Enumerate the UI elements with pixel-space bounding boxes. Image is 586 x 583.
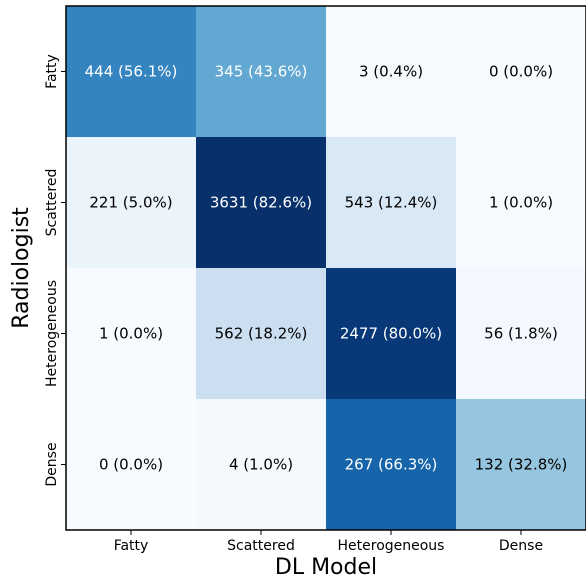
x-axis-label: DL Model: [275, 555, 377, 580]
y-tick-label: Dense: [44, 442, 60, 486]
heatmap-cell: [326, 137, 457, 269]
heatmap-cell: [456, 268, 586, 400]
x-axis-ticks: Fatty Scattered Heterogeneous Dense: [114, 530, 543, 554]
heatmap-cell: [326, 268, 457, 400]
cell-value-label: 0 (0.0%): [489, 63, 553, 81]
cell-value-label: 4 (1.0%): [229, 456, 293, 474]
plot-frame: [65, 5, 586, 531]
cell-value-label: 345 (43.6%): [215, 63, 308, 81]
y-tick-label: Fatty: [44, 54, 60, 89]
cell-value-label: 221 (5.0%): [89, 194, 172, 212]
cell-value-label: 562 (18.2%): [215, 325, 308, 343]
cell-value-label: 3 (0.4%): [359, 63, 423, 81]
heatmap-cell: [196, 268, 327, 400]
y-tick-label: Scattered: [44, 169, 60, 237]
heatmap-cell: [456, 6, 586, 138]
cell-value-label: 2477 (80.0%): [340, 325, 442, 343]
x-tick-label: Fatty: [114, 538, 149, 554]
x-tick-label: Scattered: [227, 538, 295, 554]
cell-value-label: 1 (0.0%): [489, 194, 553, 212]
cell-value-label: 132 (32.8%): [475, 456, 568, 474]
heatmap-cell: [196, 399, 327, 531]
x-tick-label: Dense: [499, 538, 543, 554]
cell-value-label: 3631 (82.6%): [210, 194, 312, 212]
cell-value-label: 444 (56.1%): [85, 63, 178, 81]
y-axis-label: Radiologist: [9, 207, 34, 329]
cell-value-label: 0 (0.0%): [99, 456, 163, 474]
heatmap-cell: [66, 399, 197, 531]
heatmap-cell: [326, 399, 457, 531]
cell-value-label: 1 (0.0%): [99, 325, 163, 343]
cell-value-label: 56 (1.8%): [484, 325, 558, 343]
heatmap-cell: [66, 268, 197, 400]
heatmap-cell: [196, 6, 327, 138]
heatmap-cells: 444 (56.1%) 345 (43.6%) 3 (0.4%) 0 (0.0%) 22…: [66, 6, 586, 531]
heatmap-cell: [66, 137, 197, 269]
heatmap-cell: [196, 137, 327, 269]
x-tick-label: Heterogeneous: [338, 538, 445, 554]
cell-value-label: 267 (66.3%): [345, 456, 438, 474]
y-tick-label: Heterogeneous: [44, 280, 60, 387]
heatmap-cell: [66, 6, 197, 138]
heatmap-cell: [326, 6, 457, 138]
y-axis-ticks: Fatty Scattered Heterogeneous Dense: [44, 54, 66, 487]
heatmap-cell: [456, 137, 586, 269]
heatmap-cell: [456, 399, 586, 531]
cell-value-label: 543 (12.4%): [345, 194, 438, 212]
